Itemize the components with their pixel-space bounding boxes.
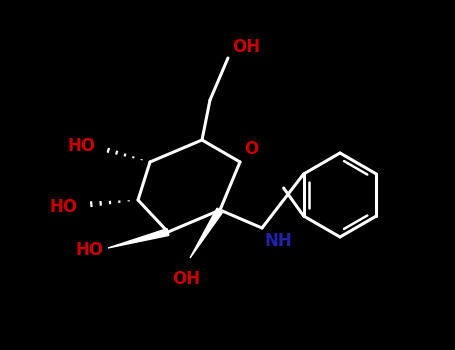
Text: OH: OH <box>172 270 200 288</box>
Text: HO: HO <box>50 198 78 216</box>
Text: HO: HO <box>68 137 96 155</box>
Text: OH: OH <box>232 38 260 56</box>
Polygon shape <box>108 229 169 248</box>
Polygon shape <box>190 208 223 258</box>
Text: O: O <box>244 140 258 158</box>
Text: NH: NH <box>264 232 292 250</box>
Text: HO: HO <box>76 241 104 259</box>
